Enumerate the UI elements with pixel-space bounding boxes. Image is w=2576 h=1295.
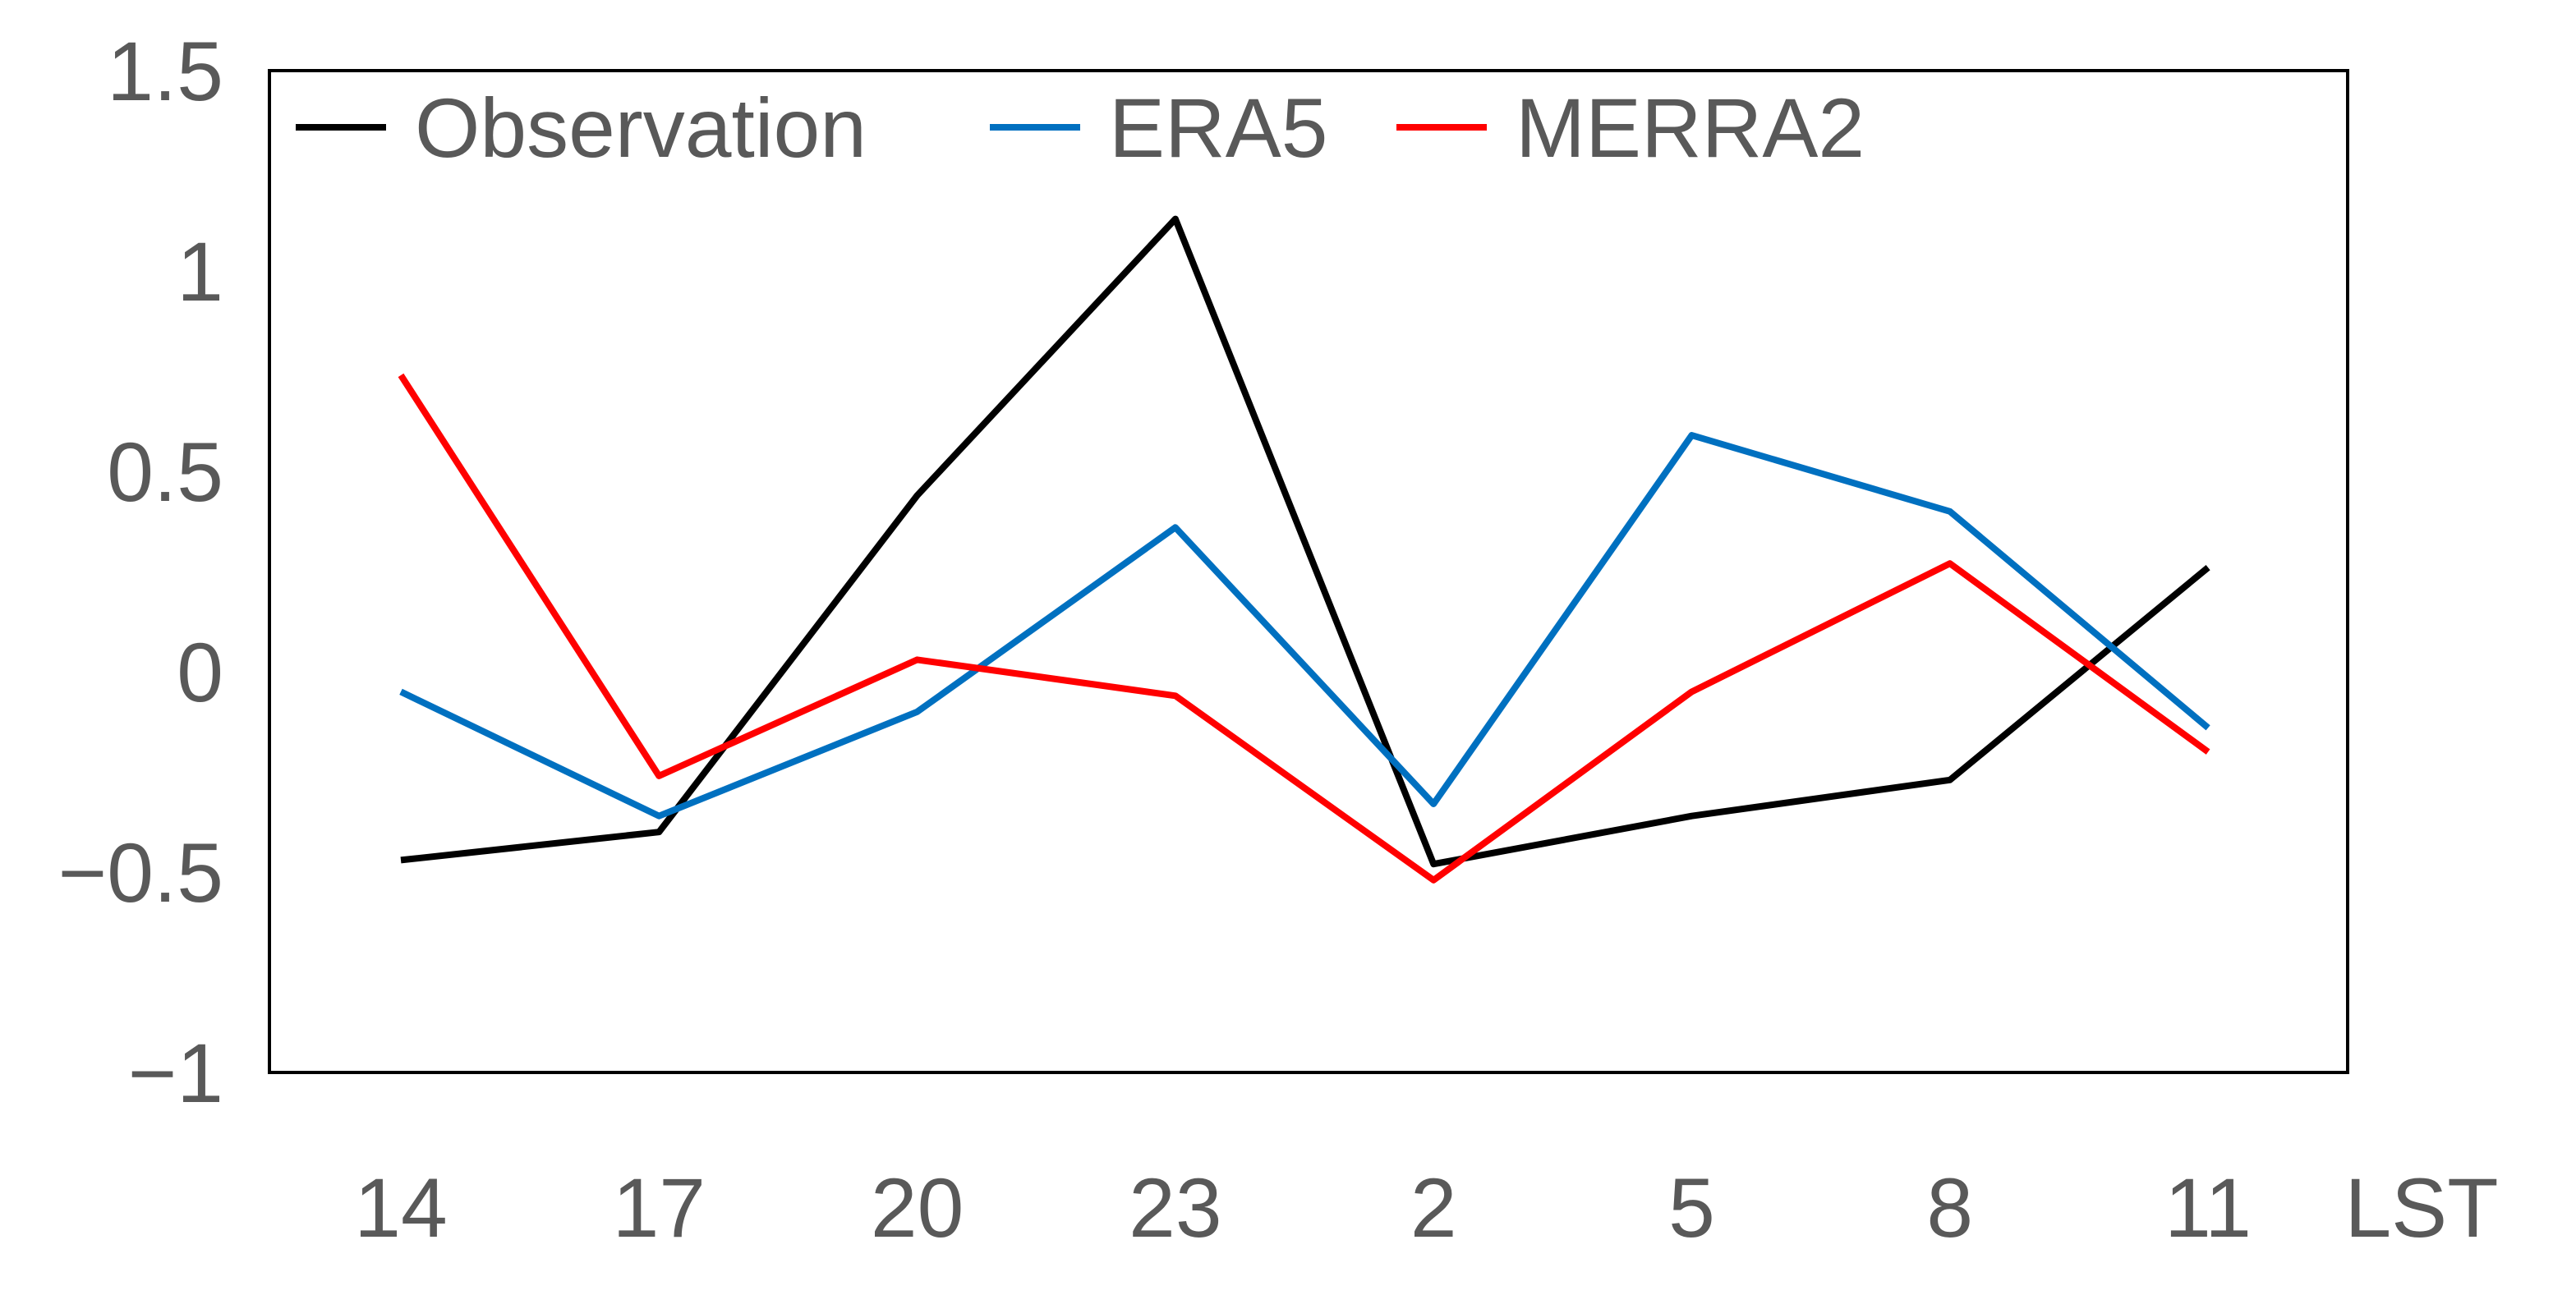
x-tick-label: 11 <box>2164 1161 2252 1255</box>
series-line-observation <box>400 215 2210 868</box>
x-tick-label: 8 <box>1926 1161 1973 1255</box>
x-tick-label: 23 <box>1129 1161 1221 1255</box>
x-tick-label: 17 <box>613 1161 706 1255</box>
y-tick-label: −1 <box>128 1026 223 1120</box>
series-layer <box>398 215 2210 884</box>
x-tick-label: 2 <box>1410 1161 1457 1255</box>
y-axis-ticks: −1 −0.5 0 0.5 1 1.5 <box>58 25 223 1120</box>
y-tick-label: 1 <box>177 225 223 319</box>
legend-label-observation: Observation <box>415 81 867 175</box>
plot-area <box>268 69 2349 1074</box>
legend: Observation ERA5 MERRA2 <box>296 81 1865 175</box>
x-tick-label: 20 <box>871 1161 964 1255</box>
x-axis-ticks: 14 17 20 23 2 5 8 11 <box>354 1161 2252 1255</box>
x-tick-label: 5 <box>1668 1161 1715 1255</box>
y-tick-label: 0.5 <box>107 425 223 519</box>
y-tick-label: −0.5 <box>58 826 223 920</box>
legend-label-merra2: MERRA2 <box>1516 81 1865 175</box>
series-line-merra2 <box>398 373 2210 884</box>
series-line-era5 <box>399 432 2210 820</box>
y-tick-label: 1.5 <box>107 25 223 118</box>
legend-label-era5: ERA5 <box>1109 81 1327 175</box>
x-axis-label: LST <box>2344 1161 2498 1255</box>
x-tick-label: 14 <box>354 1161 447 1255</box>
y-tick-label: 0 <box>177 626 223 719</box>
